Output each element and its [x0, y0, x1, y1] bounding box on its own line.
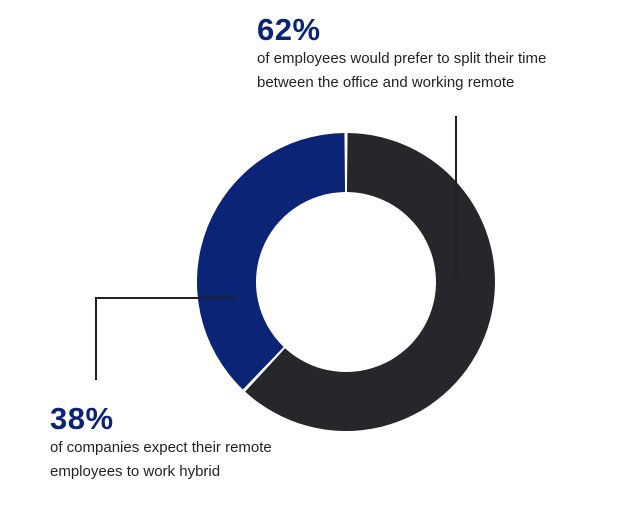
callout-bottom: 38% of companies expect their remote emp…: [50, 402, 350, 484]
donut-slice-38: [196, 133, 346, 390]
stat-description-line1: of employees would prefer to split their…: [257, 50, 547, 67]
donut-slices: [196, 133, 495, 431]
stat-value-62: 62%: [257, 12, 321, 47]
stat-description-line1: of companies expect their remote: [50, 439, 272, 456]
callout-top: 62% of employees would prefer to split t…: [257, 13, 617, 95]
stat-description-line2: employees to work hybrid: [50, 463, 221, 480]
stat-description-line2: between the office and working remote: [257, 74, 515, 91]
donut-slice-62: [245, 133, 495, 431]
stat-value-38: 38%: [50, 401, 114, 436]
callout-line-bottom: [95, 297, 236, 380]
